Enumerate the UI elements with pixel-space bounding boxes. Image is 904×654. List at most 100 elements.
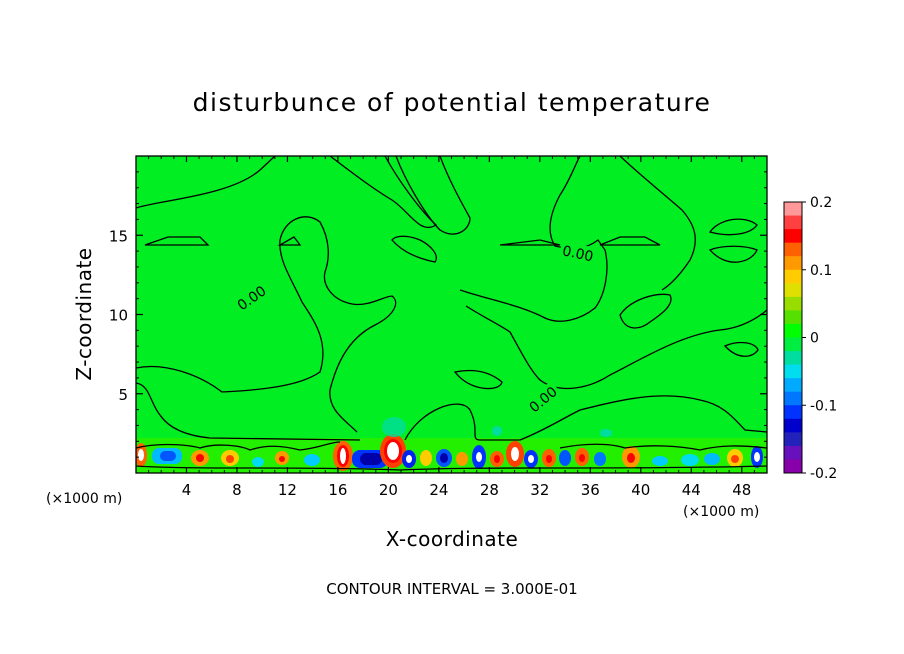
cold-anomaly — [492, 426, 502, 436]
colorbar-swatch — [784, 445, 802, 460]
contour-label: 0.00 — [558, 240, 598, 265]
contour-line — [619, 293, 672, 329]
cold-anomaly — [440, 453, 448, 463]
x-tick-label: 12 — [278, 481, 297, 499]
colorbar-tick-label: 0 — [810, 331, 819, 347]
colorbar-swatch — [784, 432, 802, 447]
contour-label-bg — [558, 240, 598, 264]
zero-contours — [136, 156, 767, 471]
contour-line — [465, 305, 767, 390]
cold-anomaly — [594, 452, 606, 466]
warm-anomaly — [731, 455, 739, 463]
y-axis-label: Z-coordinate — [72, 247, 96, 380]
contour-line — [136, 216, 397, 433]
colorbar-swatch — [784, 296, 802, 311]
y-axis: 5 10 15 — [109, 171, 767, 458]
x-tick-label: 20 — [379, 481, 398, 499]
x-tick-label: 44 — [682, 481, 701, 499]
colorbar-tick-label: -0.1 — [810, 398, 837, 414]
x-tick-label: 28 — [480, 481, 499, 499]
warm-anomaly — [579, 454, 585, 462]
cold-anomaly — [528, 455, 534, 463]
chart-title: disturbunce of potential temperature — [193, 88, 712, 117]
contour-line — [136, 465, 767, 471]
colorbar-swatch — [784, 391, 802, 406]
x-tick-label: 8 — [232, 481, 242, 499]
contour-label-bg — [523, 380, 562, 417]
contour-line — [499, 239, 561, 246]
colorbar-swatch — [784, 229, 802, 244]
contour-line — [619, 156, 696, 291]
colorbar-tick-label: 0.1 — [810, 263, 832, 279]
x-tick-label: 40 — [631, 481, 650, 499]
cold-anomaly — [406, 455, 412, 463]
warm-anomaly — [627, 453, 635, 463]
cold-anomaly — [304, 454, 320, 466]
cold-anomaly — [360, 453, 382, 465]
contour-line — [708, 218, 758, 236]
colorbar-swatch — [784, 256, 802, 271]
x-tick-label: 36 — [581, 481, 600, 499]
colorbar-swatch — [784, 378, 802, 393]
contour-line — [277, 236, 302, 246]
contour-line — [391, 235, 437, 263]
warm-anomaly — [511, 447, 519, 461]
contour-line — [136, 382, 361, 441]
contour-line — [136, 156, 276, 209]
colorbar-swatch — [784, 269, 802, 284]
contour-line — [404, 395, 767, 441]
contour-line — [723, 341, 759, 357]
colorbar-tick-label: -0.2 — [810, 466, 837, 482]
cold-anomaly — [476, 452, 482, 462]
colorbar-swatch — [784, 242, 802, 257]
warm-anomaly — [138, 449, 144, 461]
y-tick-label: 15 — [109, 227, 128, 245]
contour-line — [559, 443, 767, 451]
x-axis-label: X-coordinate — [386, 527, 519, 551]
cold-anomaly — [754, 452, 760, 462]
x-axis: 4 8 12 16 20 24 28 32 36 40 44 48 — [148, 156, 755, 499]
colorbar-swatch — [784, 351, 802, 366]
field-features — [136, 417, 767, 473]
contour-line — [395, 156, 471, 235]
cold-anomaly — [652, 456, 668, 466]
colorbar-swatch — [784, 202, 802, 217]
colorbar-swatch — [784, 405, 802, 420]
y-tick-label: 5 — [118, 386, 128, 404]
warm-anomaly — [340, 448, 346, 464]
x-tick-label: 16 — [328, 481, 347, 499]
colorbar-swatch — [784, 459, 802, 474]
contour-label-text: 0.00 — [561, 243, 595, 265]
contour-line — [453, 369, 503, 390]
warm-anomaly — [456, 452, 468, 466]
warm-anomaly — [196, 454, 204, 462]
cold-anomaly — [160, 451, 176, 461]
colorbar: 0.2 0.1 0 -0.1 -0.2 — [783, 195, 837, 482]
y-tick-label: 10 — [109, 307, 128, 325]
contour-interval-caption: CONTOUR INTERVAL = 3.000E-01 — [326, 580, 577, 598]
field-background — [136, 156, 767, 473]
colorbar-swatch — [784, 364, 802, 379]
contour-line — [708, 245, 758, 263]
contour-line — [599, 236, 661, 246]
cold-anomaly — [704, 453, 720, 465]
colorbar-swatch — [784, 310, 802, 325]
x-tick-label: 32 — [530, 481, 549, 499]
x-tick-label: 48 — [732, 481, 751, 499]
x-tick-label: 4 — [182, 481, 192, 499]
contour-line — [136, 441, 341, 451]
contour-line — [459, 156, 608, 322]
contour-label-bg — [231, 280, 271, 314]
warm-anomaly — [546, 455, 552, 463]
colorbar-swatch — [784, 283, 802, 298]
colorbar-tick-label: 0.2 — [810, 195, 832, 211]
warm-anomaly — [494, 455, 500, 463]
cold-anomaly — [559, 450, 571, 466]
warm-anomaly — [387, 442, 399, 460]
warm-anomaly — [279, 456, 285, 462]
contour-line — [144, 236, 210, 246]
cold-anomaly — [681, 454, 699, 466]
x-tick-label: 24 — [429, 481, 448, 499]
colorbar-swatch — [784, 215, 802, 230]
colorbar-swatch — [784, 323, 802, 338]
